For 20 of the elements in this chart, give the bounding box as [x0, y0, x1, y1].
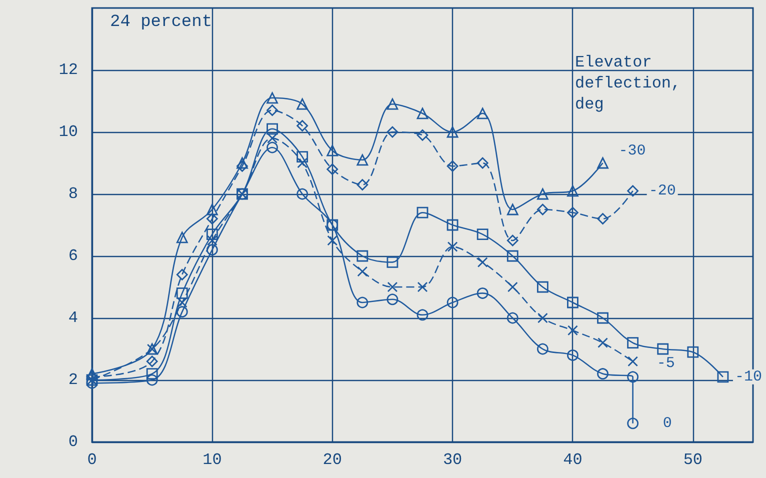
y-tick-label: 6 [68, 247, 78, 265]
y-tick-label: 12 [58, 61, 78, 79]
legend-title: Elevator deflection, deg [575, 54, 681, 114]
x-tick-label: 20 [322, 451, 342, 469]
x-tick-label: 30 [442, 451, 462, 469]
chart-title: 24 percent [110, 13, 212, 32]
x-tick-label: 0 [87, 451, 97, 469]
x-tick-label: 10 [202, 451, 222, 469]
series-label: -10 [734, 368, 762, 386]
y-tick-label: 10 [58, 123, 78, 141]
y-tick-label: 2 [68, 371, 78, 389]
y-tick-label: 8 [68, 185, 78, 203]
series-label: -30 [618, 142, 646, 160]
series-label: -5 [656, 354, 675, 372]
y-tick-label: 0 [68, 433, 78, 451]
series-label: -20 [648, 182, 676, 200]
x-tick-label: 40 [563, 451, 582, 469]
series-label: 0 [662, 414, 672, 432]
y-tick-label: 4 [68, 309, 78, 327]
x-tick-label: 50 [683, 451, 703, 469]
